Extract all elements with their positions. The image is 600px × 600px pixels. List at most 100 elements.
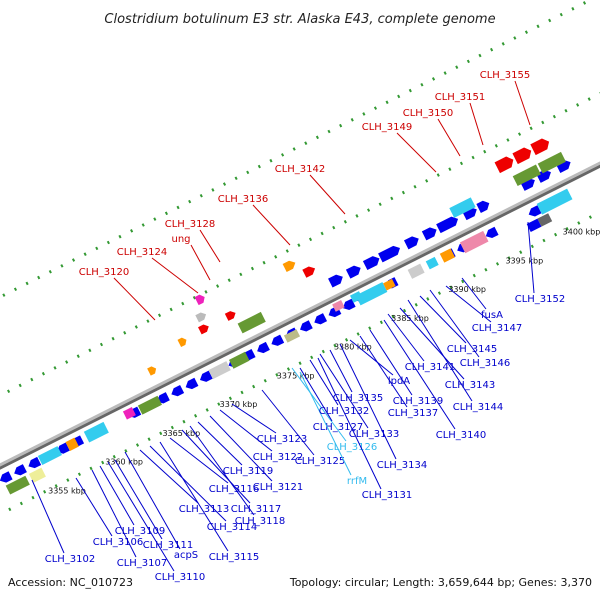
gene-block-2 bbox=[37, 446, 62, 465]
lower-leader-line bbox=[99, 465, 135, 526]
gene-reverse-18 bbox=[300, 320, 313, 332]
gene-forward-3 bbox=[378, 245, 400, 263]
gene-reverse-15-shape bbox=[257, 341, 270, 354]
gene-label-upper: ung bbox=[171, 234, 190, 245]
gene-upper-6-shape bbox=[177, 337, 187, 347]
gene-block-14 bbox=[407, 263, 425, 279]
gene-reverse-9-shape bbox=[171, 384, 185, 397]
gene-forward-6-shape bbox=[436, 216, 459, 234]
map-title: Clostridium botulinum E3 str. Alaska E43… bbox=[104, 12, 495, 27]
gene-label-lower: CLH_3125 bbox=[295, 456, 346, 467]
gene-reverse-16-shape bbox=[271, 334, 285, 346]
gene-forward-5 bbox=[421, 227, 437, 241]
gene-label-upper: CLH_3151 bbox=[435, 92, 486, 103]
scale-tick-label: 3380 kbp bbox=[334, 343, 372, 352]
gene-forward-block-1 bbox=[449, 197, 476, 218]
gene-block-4-shape bbox=[83, 421, 109, 443]
gene-upper-8-shape bbox=[494, 156, 514, 174]
lower-leader-line bbox=[169, 437, 229, 484]
upper-leader-line bbox=[199, 229, 221, 263]
gene-forward-block-2-shape bbox=[512, 164, 541, 187]
gene-upper-6 bbox=[177, 337, 187, 347]
lower-leader-line bbox=[407, 299, 473, 402]
gene-label-lower: CLH_3117 bbox=[231, 504, 282, 515]
gene-label-lower: CLH_3114 bbox=[207, 522, 258, 533]
lower-leader-line bbox=[159, 441, 229, 552]
gene-label-lower: CLH_3141 bbox=[405, 362, 456, 373]
gene-upper-5 bbox=[302, 266, 316, 278]
gene-block-8 bbox=[228, 351, 250, 369]
lower-leader-line bbox=[399, 307, 465, 380]
gene-label-lower: CLH_3123 bbox=[257, 434, 308, 445]
lower-leader-line bbox=[231, 403, 277, 434]
gene-label-lower: CLH_3110 bbox=[155, 572, 206, 583]
gene-block-9-shape bbox=[283, 329, 301, 343]
gene-reverse-19 bbox=[314, 313, 328, 325]
gene-label-upper: CLH_3149 bbox=[362, 122, 413, 133]
lower-leader-line bbox=[107, 461, 175, 572]
lower-leader-line bbox=[329, 349, 353, 393]
gene-upper-0 bbox=[194, 294, 205, 306]
gene-block-18 bbox=[536, 188, 573, 215]
gene-reverse-9 bbox=[171, 384, 185, 397]
gene-label-lower: CLH_3140 bbox=[436, 430, 487, 441]
gene-label-lower: CLH_3133 bbox=[349, 429, 400, 440]
gene-reverse-2 bbox=[28, 456, 42, 469]
lower-leader-line bbox=[261, 389, 315, 456]
lower-leader-line bbox=[299, 367, 333, 422]
gene-label-lower: acpS bbox=[174, 550, 198, 561]
gene-block-20-shape bbox=[526, 218, 542, 233]
gene-label-lower: rrfM bbox=[347, 476, 367, 487]
gene-label-upper: CLH_3136 bbox=[218, 194, 269, 205]
upper-leader-line bbox=[469, 102, 484, 146]
lower-leader-line bbox=[429, 289, 480, 358]
gene-block-0 bbox=[5, 475, 30, 495]
gene-block-14-shape bbox=[407, 263, 425, 279]
lower-leader-line bbox=[124, 451, 181, 550]
upper-leader-line bbox=[514, 80, 531, 126]
gene-label-lower: CLH_3146 bbox=[460, 358, 511, 369]
backbone-shadow bbox=[0, 162, 600, 470]
gene-block-7-shape bbox=[208, 361, 231, 380]
gene-block-9 bbox=[283, 329, 301, 343]
lower-leader-line bbox=[139, 449, 199, 504]
scale-tick-label: 3355 kbp bbox=[48, 486, 86, 495]
gene-label-lower: CLH_3145 bbox=[447, 344, 498, 355]
scale-tick-label: 3365 kbp bbox=[162, 429, 200, 438]
gene-block-13-shape bbox=[383, 278, 396, 291]
lower-leader-line bbox=[91, 469, 137, 558]
gene-block-1 bbox=[28, 467, 46, 483]
lower-leader-line bbox=[309, 359, 339, 406]
gene-block-16-shape bbox=[439, 248, 456, 263]
gene-label-lower: CLH_3115 bbox=[209, 552, 260, 563]
gene-label-lower: CLH_3121 bbox=[253, 482, 304, 493]
gene-reverse-28-shape bbox=[485, 226, 499, 239]
upper-leader-line bbox=[113, 277, 156, 321]
gene-reverse-4 bbox=[57, 442, 70, 454]
gene-label-lower: CLH_3144 bbox=[453, 402, 504, 413]
lower-leader-line bbox=[461, 277, 487, 310]
upper-leader-line bbox=[151, 257, 199, 294]
dotted-guide-lines bbox=[0, 0, 600, 516]
lower-leader-line bbox=[339, 343, 397, 460]
gene-label-lower: CLH_3139 bbox=[393, 396, 444, 407]
gene-forward-0 bbox=[328, 274, 343, 288]
scale-tick-label: 3360 kbp bbox=[105, 458, 143, 467]
lower-leader-line bbox=[189, 425, 255, 516]
gene-block-15-shape bbox=[425, 256, 439, 270]
gene-block-19 bbox=[537, 213, 553, 227]
lower-leader-line bbox=[291, 367, 347, 442]
gene-label-upper: CLH_3142 bbox=[275, 164, 326, 175]
gene-forward-1 bbox=[345, 265, 361, 279]
gene-upper-3 bbox=[224, 311, 236, 321]
gene-block-7 bbox=[208, 361, 231, 380]
gene-forward-2-shape bbox=[362, 256, 380, 271]
upper-leader-line bbox=[190, 244, 211, 281]
accession-text: Accession: NC_010723 bbox=[8, 576, 133, 589]
gene-forward-block-1-shape bbox=[449, 197, 476, 218]
gene-block-10 bbox=[332, 300, 345, 312]
gene-block-17 bbox=[459, 230, 489, 254]
gene-forward-block-0-shape bbox=[237, 311, 266, 334]
gene-label-lower: CLH_3143 bbox=[445, 380, 496, 391]
